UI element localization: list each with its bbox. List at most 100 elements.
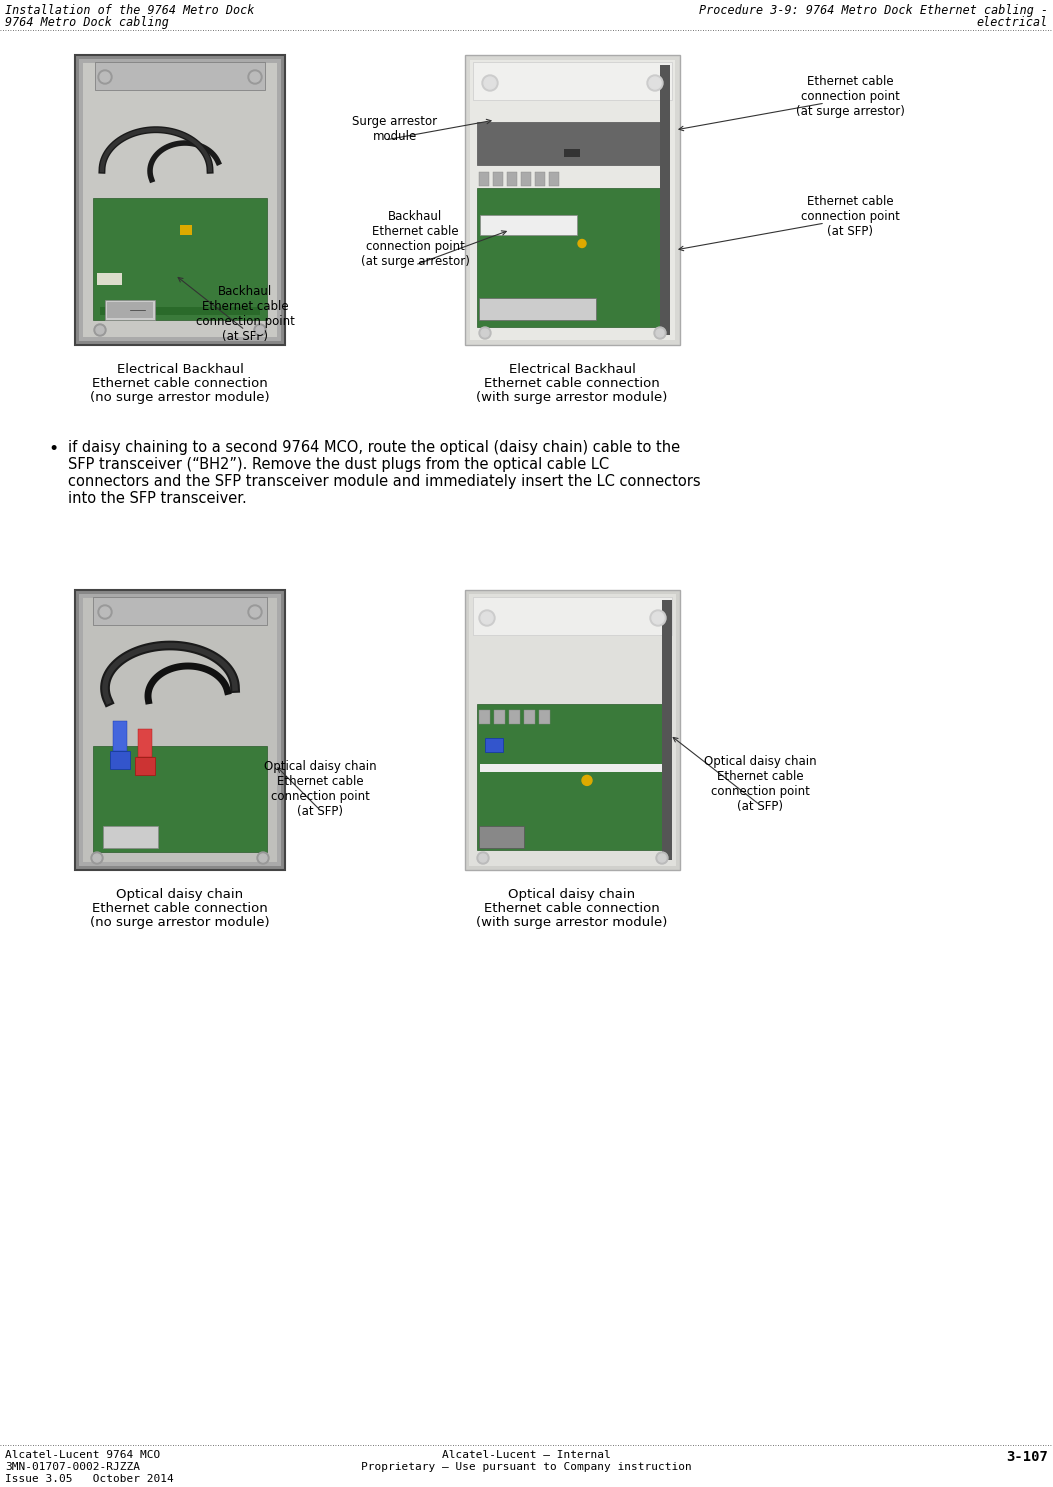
FancyBboxPatch shape <box>485 739 503 752</box>
FancyBboxPatch shape <box>473 596 672 635</box>
Text: Ethernet cable connection: Ethernet cable connection <box>92 378 267 390</box>
FancyBboxPatch shape <box>465 55 680 345</box>
Circle shape <box>256 326 264 335</box>
FancyBboxPatch shape <box>539 711 550 724</box>
FancyBboxPatch shape <box>93 198 267 320</box>
FancyBboxPatch shape <box>477 705 668 851</box>
Circle shape <box>257 852 269 864</box>
FancyBboxPatch shape <box>477 187 668 327</box>
FancyBboxPatch shape <box>493 171 503 186</box>
FancyBboxPatch shape <box>79 59 281 341</box>
FancyBboxPatch shape <box>103 825 158 848</box>
Text: (no surge arrestor module): (no surge arrestor module) <box>91 916 270 929</box>
Text: Ethernet cable connection: Ethernet cable connection <box>92 903 267 915</box>
FancyBboxPatch shape <box>107 302 153 318</box>
Circle shape <box>582 775 592 785</box>
Circle shape <box>482 74 498 91</box>
FancyBboxPatch shape <box>479 825 524 848</box>
FancyBboxPatch shape <box>549 171 559 186</box>
Text: Installation of the 9764 Metro Dock: Installation of the 9764 Metro Dock <box>5 4 255 16</box>
Text: electrical: electrical <box>977 16 1048 30</box>
Circle shape <box>98 605 112 619</box>
Circle shape <box>250 607 260 617</box>
FancyBboxPatch shape <box>138 729 152 757</box>
Circle shape <box>647 74 663 91</box>
Circle shape <box>656 852 668 864</box>
FancyBboxPatch shape <box>521 171 531 186</box>
FancyBboxPatch shape <box>93 596 267 625</box>
FancyBboxPatch shape <box>79 593 281 865</box>
Circle shape <box>650 610 665 626</box>
FancyBboxPatch shape <box>75 55 285 345</box>
Circle shape <box>249 605 262 619</box>
Circle shape <box>94 324 106 336</box>
Text: connectors and the SFP transceiver module and immediately insert the LC connecto: connectors and the SFP transceiver modul… <box>68 474 700 489</box>
FancyBboxPatch shape <box>100 306 260 315</box>
FancyBboxPatch shape <box>465 590 680 870</box>
FancyBboxPatch shape <box>93 745 267 852</box>
Circle shape <box>249 70 262 83</box>
FancyBboxPatch shape <box>113 721 127 751</box>
Text: into the SFP transceiver.: into the SFP transceiver. <box>68 491 246 506</box>
FancyBboxPatch shape <box>135 757 155 775</box>
Circle shape <box>98 70 112 83</box>
Text: Backhaul
Ethernet cable
connection point
(at surge arrestor): Backhaul Ethernet cable connection point… <box>360 210 470 268</box>
Text: Procedure 3-9: 9764 Metro Dock Ethernet cabling -: Procedure 3-9: 9764 Metro Dock Ethernet … <box>699 4 1048 16</box>
FancyBboxPatch shape <box>524 711 535 724</box>
FancyBboxPatch shape <box>479 711 490 724</box>
Text: 9764 Metro Dock cabling: 9764 Metro Dock cabling <box>5 16 168 30</box>
FancyBboxPatch shape <box>479 171 489 186</box>
Circle shape <box>654 327 665 339</box>
Circle shape <box>479 610 495 626</box>
FancyBboxPatch shape <box>95 62 265 91</box>
Text: Optical daisy chain
Ethernet cable
connection point
(at SFP): Optical daisy chain Ethernet cable conne… <box>703 755 816 813</box>
Text: Optical daisy chain: Optical daisy chain <box>509 888 636 901</box>
FancyBboxPatch shape <box>660 65 670 335</box>
Text: Alcatel-Lucent – Internal: Alcatel-Lucent – Internal <box>441 1450 611 1460</box>
Circle shape <box>477 852 489 864</box>
FancyBboxPatch shape <box>110 751 130 769</box>
Text: •: • <box>48 440 58 458</box>
FancyBboxPatch shape <box>506 171 517 186</box>
Text: (with surge arrestor module): (with surge arrestor module) <box>476 391 668 404</box>
FancyBboxPatch shape <box>83 62 277 338</box>
FancyBboxPatch shape <box>97 274 122 286</box>
FancyBboxPatch shape <box>180 225 192 235</box>
FancyBboxPatch shape <box>105 300 155 320</box>
Text: Ethernet cable connection: Ethernet cable connection <box>484 378 660 390</box>
FancyBboxPatch shape <box>494 711 505 724</box>
Text: Optical daisy chain: Optical daisy chain <box>117 888 243 901</box>
Circle shape <box>250 71 260 82</box>
Text: (with surge arrestor module): (with surge arrestor module) <box>476 916 668 929</box>
FancyBboxPatch shape <box>479 297 596 320</box>
FancyBboxPatch shape <box>470 59 675 341</box>
Circle shape <box>481 613 493 625</box>
Text: Backhaul
Ethernet cable
connection point
(at SFP): Backhaul Ethernet cable connection point… <box>196 286 295 343</box>
FancyBboxPatch shape <box>662 599 672 859</box>
Circle shape <box>259 854 267 862</box>
Text: Issue 3.05   October 2014: Issue 3.05 October 2014 <box>5 1474 174 1484</box>
FancyBboxPatch shape <box>75 590 285 870</box>
Text: 3-107: 3-107 <box>1006 1450 1048 1465</box>
Text: 3MN-01707-0002-RJZZA: 3MN-01707-0002-RJZZA <box>5 1462 140 1472</box>
Text: Ethernet cable
connection point
(at surge arrestor): Ethernet cable connection point (at surg… <box>796 74 905 117</box>
FancyBboxPatch shape <box>509 711 520 724</box>
Text: Proprietary – Use pursuant to Company instruction: Proprietary – Use pursuant to Company in… <box>360 1462 692 1472</box>
FancyBboxPatch shape <box>480 764 665 772</box>
FancyBboxPatch shape <box>469 593 676 865</box>
Circle shape <box>649 77 661 89</box>
Text: Ethernet cable
connection point
(at SFP): Ethernet cable connection point (at SFP) <box>800 195 899 238</box>
FancyBboxPatch shape <box>564 149 580 156</box>
FancyBboxPatch shape <box>83 598 277 862</box>
Circle shape <box>652 613 664 625</box>
Text: (no surge arrestor module): (no surge arrestor module) <box>91 391 270 404</box>
Text: Electrical Backhaul: Electrical Backhaul <box>509 363 635 376</box>
Circle shape <box>656 329 664 338</box>
Circle shape <box>578 239 587 247</box>
Circle shape <box>479 854 486 862</box>
Text: SFP transceiver (“BH2”). Remove the dust plugs from the optical cable LC: SFP transceiver (“BH2”). Remove the dust… <box>68 457 609 471</box>
Circle shape <box>91 852 103 864</box>
Text: Alcatel-Lucent 9764 MCO: Alcatel-Lucent 9764 MCO <box>5 1450 160 1460</box>
Circle shape <box>96 326 104 335</box>
FancyBboxPatch shape <box>480 214 577 235</box>
